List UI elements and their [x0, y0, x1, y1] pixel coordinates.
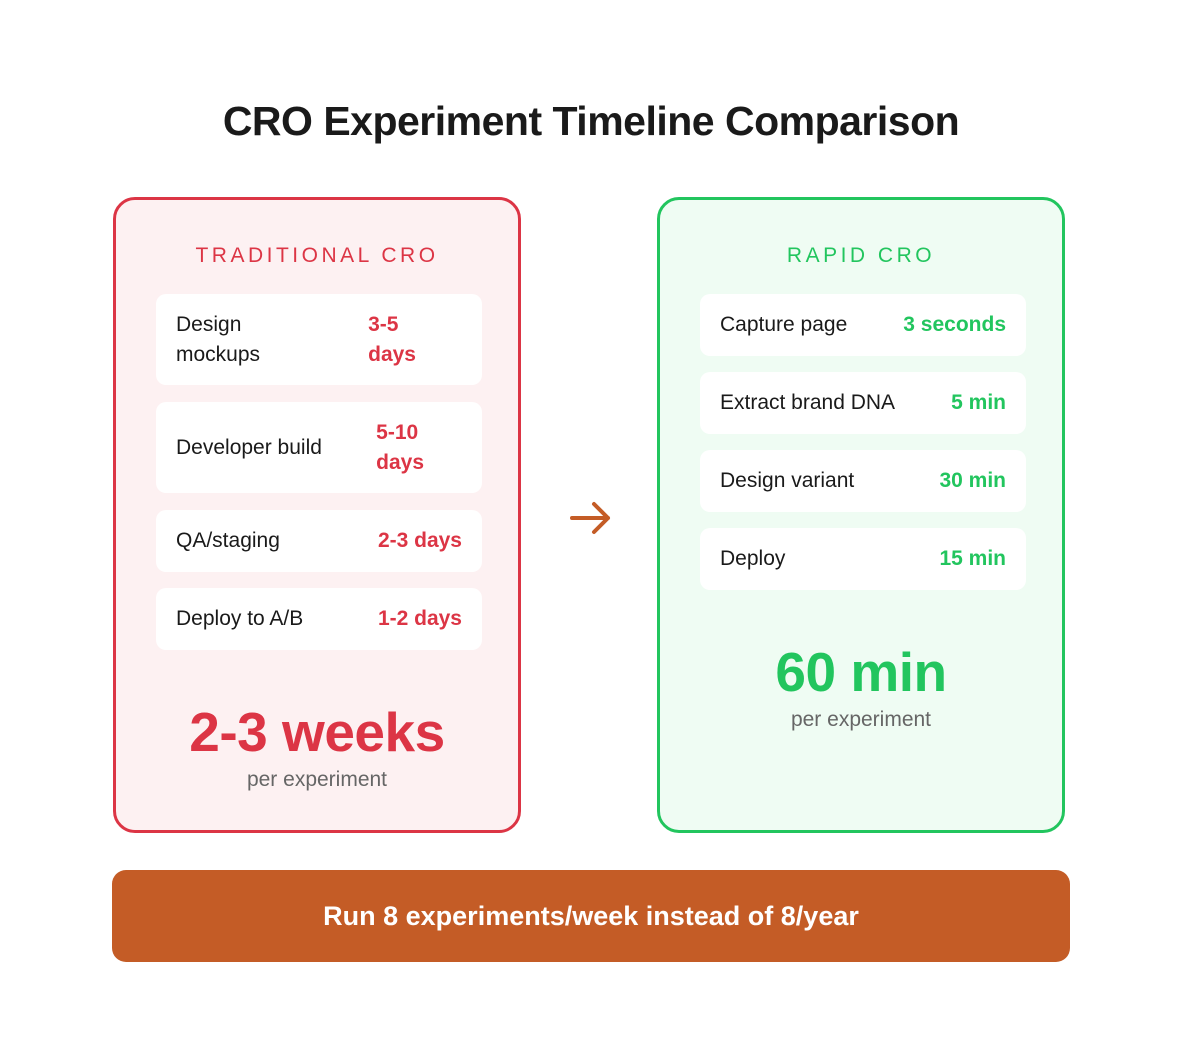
- rapid-heading: RAPID CRO: [786, 244, 936, 267]
- step-row: Developer build 5-10 days: [156, 402, 482, 493]
- step-duration: 15 min: [939, 547, 1006, 570]
- step-label: Extract brand DNA: [720, 391, 896, 414]
- traditional-cro-card: TRADITIONAL CRO Design mockups 3-5 days …: [113, 197, 521, 833]
- step-duration: 1-2 days: [377, 607, 462, 630]
- step-duration: 5 min: [951, 391, 1006, 414]
- rapid-cro-card: RAPID CRO Capture page 3 seconds Extract…: [657, 197, 1065, 833]
- step-label: Design variant: [720, 469, 855, 492]
- traditional-heading: TRADITIONAL CRO: [195, 244, 439, 267]
- traditional-total-caption: per experiment: [246, 768, 388, 791]
- step-row: Extract brand DNA 5 min: [700, 372, 1026, 434]
- step-row: Deploy 15 min: [700, 528, 1026, 590]
- step-label: Deploy to A/B: [176, 607, 304, 630]
- arrow-right-icon: [570, 502, 610, 534]
- step-label: QA/staging: [176, 529, 280, 552]
- step-duration: 3 seconds: [903, 313, 1006, 336]
- step-duration: 30 min: [939, 469, 1006, 492]
- rapid-total: 60 min: [775, 641, 947, 703]
- step-duration: 3-5 days: [368, 312, 416, 366]
- step-label: Design mockups: [176, 312, 261, 366]
- step-label: Developer build: [176, 435, 322, 459]
- step-row: QA/staging 2-3 days: [156, 510, 482, 572]
- step-label: Deploy: [720, 547, 786, 570]
- step-row: Design mockups 3-5 days: [156, 294, 482, 385]
- step-duration: 5-10 days: [376, 420, 425, 474]
- step-duration: 2-3 days: [377, 529, 462, 552]
- summary-banner: Run 8 experiments/week instead of 8/year: [112, 870, 1070, 962]
- step-label: Capture page: [720, 313, 848, 336]
- traditional-total: 2-3 weeks: [189, 701, 445, 763]
- step-row: Capture page 3 seconds: [700, 294, 1026, 356]
- step-row: Deploy to A/B 1-2 days: [156, 588, 482, 650]
- page-title: CRO Experiment Timeline Comparison: [222, 98, 960, 144]
- rapid-total-caption: per experiment: [790, 708, 932, 731]
- step-row: Design variant 30 min: [700, 450, 1026, 512]
